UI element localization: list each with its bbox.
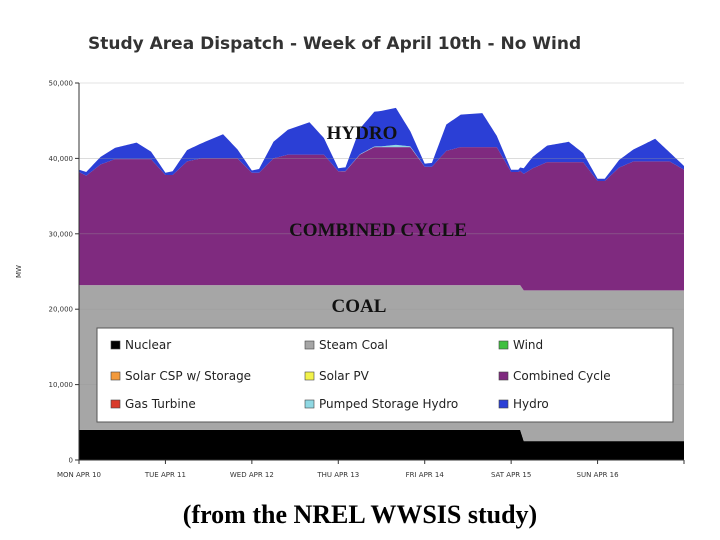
band-label: COAL [332, 296, 387, 317]
band-label: COMBINED CYCLE [289, 220, 467, 241]
x-tick-label: FRI APR 14 [406, 471, 445, 479]
legend-swatch [110, 340, 121, 350]
y-tick-label: 30,000 [49, 230, 74, 238]
x-tick-label: WED APR 12 [230, 471, 274, 479]
legend-label: Steam Coal [319, 338, 388, 352]
y-tick-label: 40,000 [49, 155, 74, 163]
y-tick-label: 0 [69, 457, 73, 465]
y-tick-label: 20,000 [49, 306, 74, 314]
legend: Nuclear Steam Coal Wind Solar CSP w/ Storag… [96, 327, 674, 423]
legend-label: Gas Turbine [125, 397, 196, 411]
legend-label: Nuclear [125, 338, 171, 352]
legend-label: Wind [513, 338, 543, 352]
legend-swatch [110, 371, 121, 381]
legend-label: Solar PV [319, 369, 370, 383]
x-tick-label: SUN APR 16 [577, 471, 620, 479]
legend-label: Combined Cycle [513, 369, 611, 383]
figure-caption: (from the NREL WWSIS study) [182, 500, 538, 529]
series-area-nuclear [79, 429, 684, 460]
y-axis-label: MW [15, 265, 23, 278]
band-labels: HYDRO COMBINED CYCLE COAL [289, 123, 467, 317]
x-tick-label: SAT APR 15 [491, 471, 531, 479]
dispatch-chart: Study Area Dispatch - Week of April 10th… [15, 34, 685, 479]
series-area-hydro [79, 107, 684, 182]
legend-swatch [498, 340, 509, 350]
legend-swatch [304, 399, 315, 409]
legend-box [96, 327, 674, 423]
legend-swatch [110, 399, 121, 409]
x-tick-label: TUE APR 11 [144, 471, 186, 479]
legend-swatch [498, 399, 509, 409]
x-tick-label: THU APR 13 [316, 471, 359, 479]
band-label: HYDRO [327, 123, 398, 144]
chart-title: Study Area Dispatch - Week of April 10th… [88, 34, 581, 54]
legend-label: Pumped Storage Hydro [319, 397, 458, 411]
x-tick-label: MON APR 10 [57, 471, 101, 479]
legend-label: Solar CSP w/ Storage [125, 369, 251, 383]
legend-swatch [498, 371, 509, 381]
y-tick-label: 50,000 [49, 80, 74, 88]
legend-label: Hydro [513, 397, 549, 411]
y-tick-label: 10,000 [49, 381, 74, 389]
legend-swatch [304, 371, 315, 381]
series-area-combined-cycle [79, 147, 684, 291]
legend-swatch [304, 340, 315, 350]
axes: 0 10,000 20,000 30,000 40,000 50,000 MON APR 1… [49, 80, 685, 479]
